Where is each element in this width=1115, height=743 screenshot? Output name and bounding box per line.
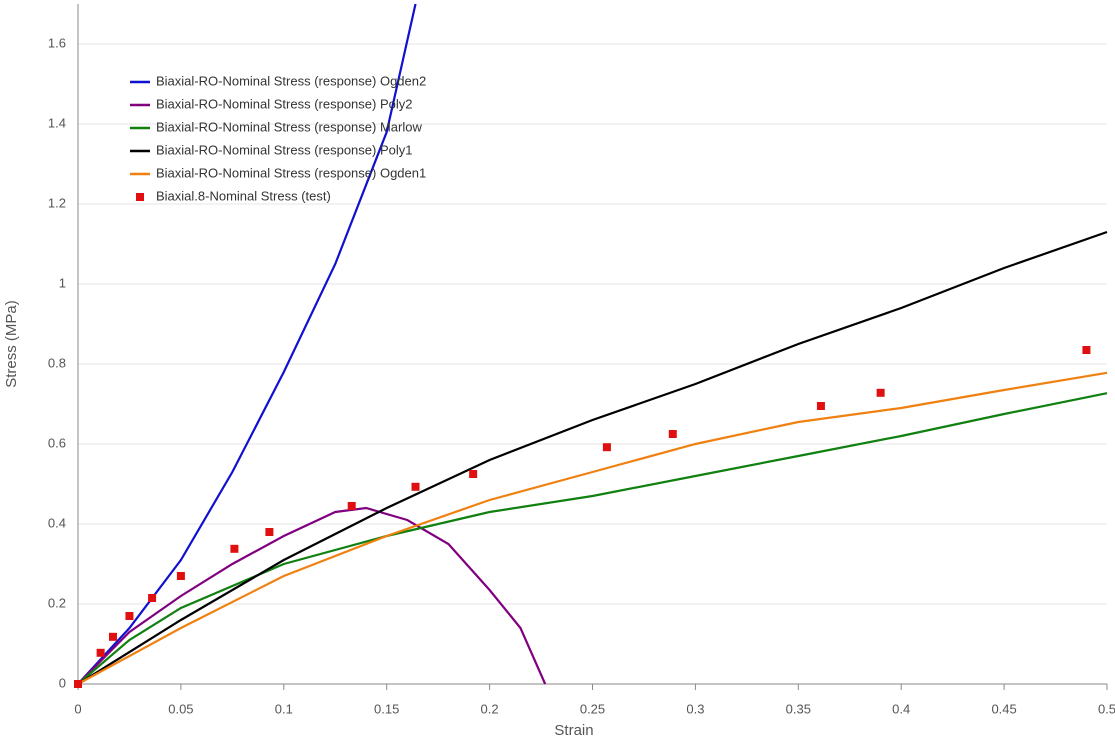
y-tick-label: 0.4 (48, 515, 66, 530)
y-tick-label: 0 (59, 675, 66, 690)
line-series (77, 230, 1108, 685)
data-point (176, 572, 185, 580)
y-axis-label: Stress (MPa) (3, 300, 20, 388)
data-point (96, 648, 105, 657)
y-tick-label: 0.2 (48, 595, 66, 610)
line-series (77, 3, 417, 685)
data-point (125, 612, 134, 620)
line-series (77, 392, 1108, 685)
y-tick-label: 1.6 (48, 35, 66, 50)
y-tick-label: 0.6 (48, 435, 66, 450)
x-tick-label: 0.5 (1098, 701, 1115, 716)
data-point (602, 443, 611, 452)
data-point (347, 502, 356, 510)
x-tick-label: 0.05 (168, 701, 193, 716)
x-tick-label: 0.45 (991, 701, 1016, 716)
data-point (108, 632, 117, 641)
x-tick-label: 0.1 (275, 701, 293, 716)
legend-label: Biaxial-RO-Nominal Stress (response) Mar… (156, 119, 422, 134)
x-axis-label: Strain (554, 722, 593, 739)
data-point (469, 470, 478, 478)
data-point (816, 402, 825, 410)
y-tick-label: 0.8 (48, 355, 66, 370)
legend-label: Biaxial-RO-Nominal Stress (response) Ogd… (156, 165, 426, 180)
x-tick-label: 0.15 (374, 701, 399, 716)
y-tick-label: 1.2 (48, 195, 66, 210)
data-point (74, 680, 82, 688)
line-series (77, 371, 1108, 685)
legend-swatch (136, 193, 144, 201)
x-tick-label: 0.4 (892, 701, 910, 716)
data-point (668, 430, 677, 438)
legend-label: Biaxial.8-Nominal Stress (test) (156, 188, 331, 203)
y-tick-label: 1.4 (48, 115, 66, 130)
data-point (876, 388, 885, 397)
legend-label: Biaxial-RO-Nominal Stress (response) Ogd… (156, 73, 426, 88)
line-series (77, 506, 547, 685)
x-tick-label: 0.2 (481, 701, 499, 716)
x-tick-label: 0.25 (580, 701, 605, 716)
legend-label: Biaxial-RO-Nominal Stress (response) Pol… (156, 142, 412, 157)
data-point (148, 594, 157, 602)
x-tick-label: 0 (74, 701, 81, 716)
x-tick-label: 0.3 (686, 701, 704, 716)
y-tick-label: 1 (59, 275, 66, 290)
data-point (1082, 346, 1091, 354)
data-point (411, 482, 420, 491)
data-point (230, 544, 239, 553)
legend-label: Biaxial-RO-Nominal Stress (response) Pol… (156, 96, 412, 111)
data-point (265, 528, 274, 536)
x-tick-label: 0.35 (786, 701, 811, 716)
